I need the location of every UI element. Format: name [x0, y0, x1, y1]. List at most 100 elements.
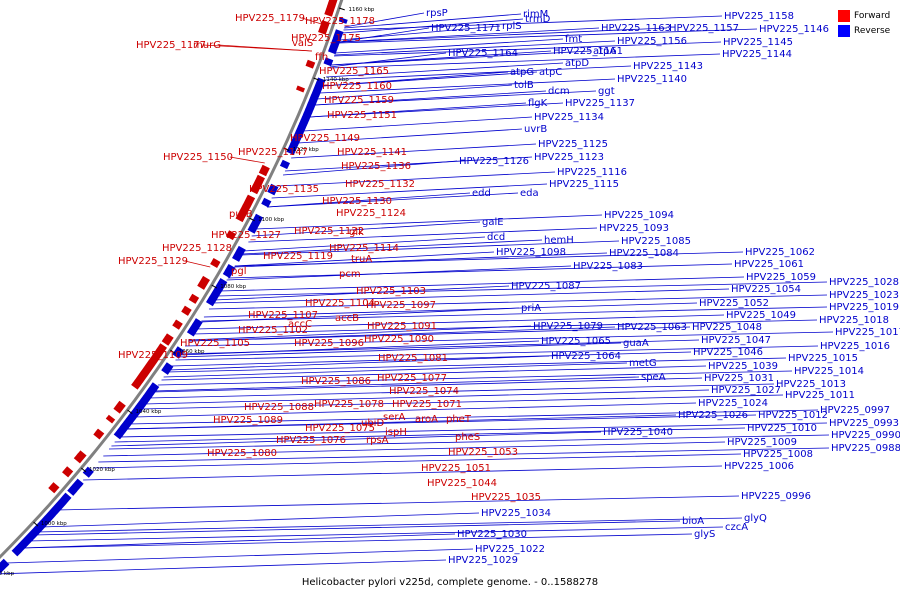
forward-gene: [324, 0, 338, 17]
forward-gene-label: HPV225_1105: [180, 338, 250, 349]
reverse-leader-line: [251, 221, 481, 237]
forward-gene-label: rpsA: [366, 435, 389, 446]
reverse-gene-label: guaA: [623, 338, 649, 349]
forward-gene-label: HPV225_1091: [367, 321, 437, 332]
reverse-gene-label: HPV225_1022: [475, 544, 545, 555]
reverse-leader-line: [140, 394, 784, 410]
forward-leader-line: [229, 156, 265, 164]
legend-reverse-label: Reverse: [854, 25, 891, 36]
reverse-leader-line: [267, 192, 519, 208]
reverse-gene-label: HPV225_1087: [511, 281, 581, 292]
reverse-leader-line: [157, 370, 793, 386]
reverse-leader-line: [163, 362, 628, 378]
reverse-leader-line: [322, 71, 538, 87]
reverse-gene-label: glyQ: [744, 513, 767, 524]
forward-gene: [235, 194, 256, 223]
reverse-gene-label: HPV225_1164: [448, 48, 518, 59]
forward-gene-label: HPV225_1078: [314, 399, 384, 410]
forward-gene: [105, 414, 116, 424]
reverse-gene-label: bioA: [682, 516, 704, 527]
tick-label: 1100 kbp: [258, 217, 284, 223]
tick-label: 1080 kbp: [220, 284, 246, 290]
reverse-gene-label: HPV225_1024: [698, 398, 768, 409]
reverse-leader-line: [128, 409, 819, 425]
reverse-leader-line: [134, 402, 697, 418]
forward-gene: [172, 319, 183, 330]
forward-leader-line: [184, 260, 211, 268]
reverse-leader-line: [343, 15, 723, 31]
reverse-leader-line: [329, 53, 721, 69]
reverse-leader-line: [342, 18, 524, 34]
forward-gene-label: HPV225_1136: [341, 161, 411, 172]
forward-gene-label: HPV225_1141: [337, 147, 407, 158]
map-caption: Helicobacter pylori v225d, complete geno…: [301, 577, 599, 588]
forward-gene-label: HPV225_1175: [291, 33, 361, 44]
tick-mark: [283, 147, 290, 151]
legend: Forward Reverse: [838, 8, 890, 38]
reverse-gene-label: HPV225_1079: [533, 321, 603, 332]
reverse-leader-line: [338, 28, 758, 44]
forward-gene-label: HPV225_1129: [118, 256, 188, 267]
reverse-leader-line: [267, 192, 471, 208]
reverse-gene: [67, 478, 84, 496]
reverse-gene-label: HPV225_0990: [831, 430, 900, 441]
reverse-gene-label: ggt: [598, 86, 615, 97]
reverse-gene-label: HPV225_1028: [829, 277, 899, 288]
reverse-leader-line: [111, 431, 602, 447]
kbp-ticks: 1160 kbp 1140 kbp 1120 kbp 1100 kbp 1080 kbp…: [0, 7, 375, 577]
reverse-leader-line: [243, 236, 486, 252]
forward-gene-label: HPV225_1135: [249, 184, 319, 195]
reverse-gene-label: HPV225_1008: [743, 449, 813, 460]
reverse-gene-label: atpD: [565, 58, 589, 69]
reverse-leader-line: [330, 50, 592, 66]
tick-mark: [170, 349, 176, 354]
reverse-leader-line: [234, 251, 744, 267]
reverse-gene-label: edd: [472, 188, 491, 199]
tick-label: 980 kbp: [0, 571, 15, 577]
reverse-gene: [232, 245, 246, 262]
reverse-leader-line: [282, 160, 458, 176]
reverse-gene-label: HPV225_1054: [731, 284, 801, 295]
tick-mark: [249, 217, 255, 222]
forward-gene-label: HPV225_1159: [324, 95, 394, 106]
forward-gene-label: HPV225_1151: [327, 110, 397, 121]
forward-gene: [73, 450, 87, 464]
reverse-leader-line: [161, 365, 707, 381]
reverse-gene-label: HPV225_1011: [785, 390, 855, 401]
forward-gene-label: ispH: [385, 427, 407, 438]
forward-gene: [113, 400, 126, 414]
forward-gene-label: HPV225_1097: [366, 300, 436, 311]
forward-gene-label: HPV225_1160: [322, 81, 392, 92]
reverse-gene-label: HPV225_1098: [496, 247, 566, 258]
reverse-leader-line: [212, 288, 730, 304]
reverse-gene: [186, 318, 203, 337]
forward-gene-label: HPV225_1132: [345, 179, 415, 190]
reverse-gene-label: HPV225_1123: [534, 152, 604, 163]
reverse-gene-label: HPV225_1125: [538, 139, 608, 150]
reverse-leader-line: [184, 331, 834, 347]
reverse-gene-label: HPV225_1046: [693, 347, 763, 358]
reverse-leader-line: [241, 240, 620, 256]
reverse-leader-line: [335, 38, 564, 54]
reverse-gene-label: HPV225_1093: [599, 223, 669, 234]
reverse-leader-line: [175, 345, 819, 361]
reverse-gene-label: HPV225_1015: [788, 353, 858, 364]
reverse-gene: [0, 558, 10, 574]
forward-gene: [296, 85, 305, 93]
reverse-leader-line: [201, 306, 828, 322]
reverse-gene: [267, 183, 279, 196]
forward-gene-label: HPV225_1104: [305, 298, 375, 309]
reverse-gene: [206, 278, 228, 307]
reverse-leader-line: [297, 128, 523, 144]
reverse-leader-line: [248, 227, 598, 243]
reverse-leader-line: [108, 434, 830, 450]
reverse-leader-line: [152, 377, 703, 393]
reverse-gene: [323, 57, 334, 67]
forward-gene-label: HPV225_1075: [305, 423, 375, 434]
reverse-gene-label: HPV225_1012: [758, 410, 828, 421]
tick-label: 1020 kbp: [89, 467, 115, 473]
reverse-leader-line: [339, 27, 600, 43]
reverse-gene-label: fmt: [565, 34, 582, 45]
forward-gene-label: HPV225_1177: [136, 40, 206, 51]
reverse-gene-label: HPV225_1063: [617, 322, 687, 333]
